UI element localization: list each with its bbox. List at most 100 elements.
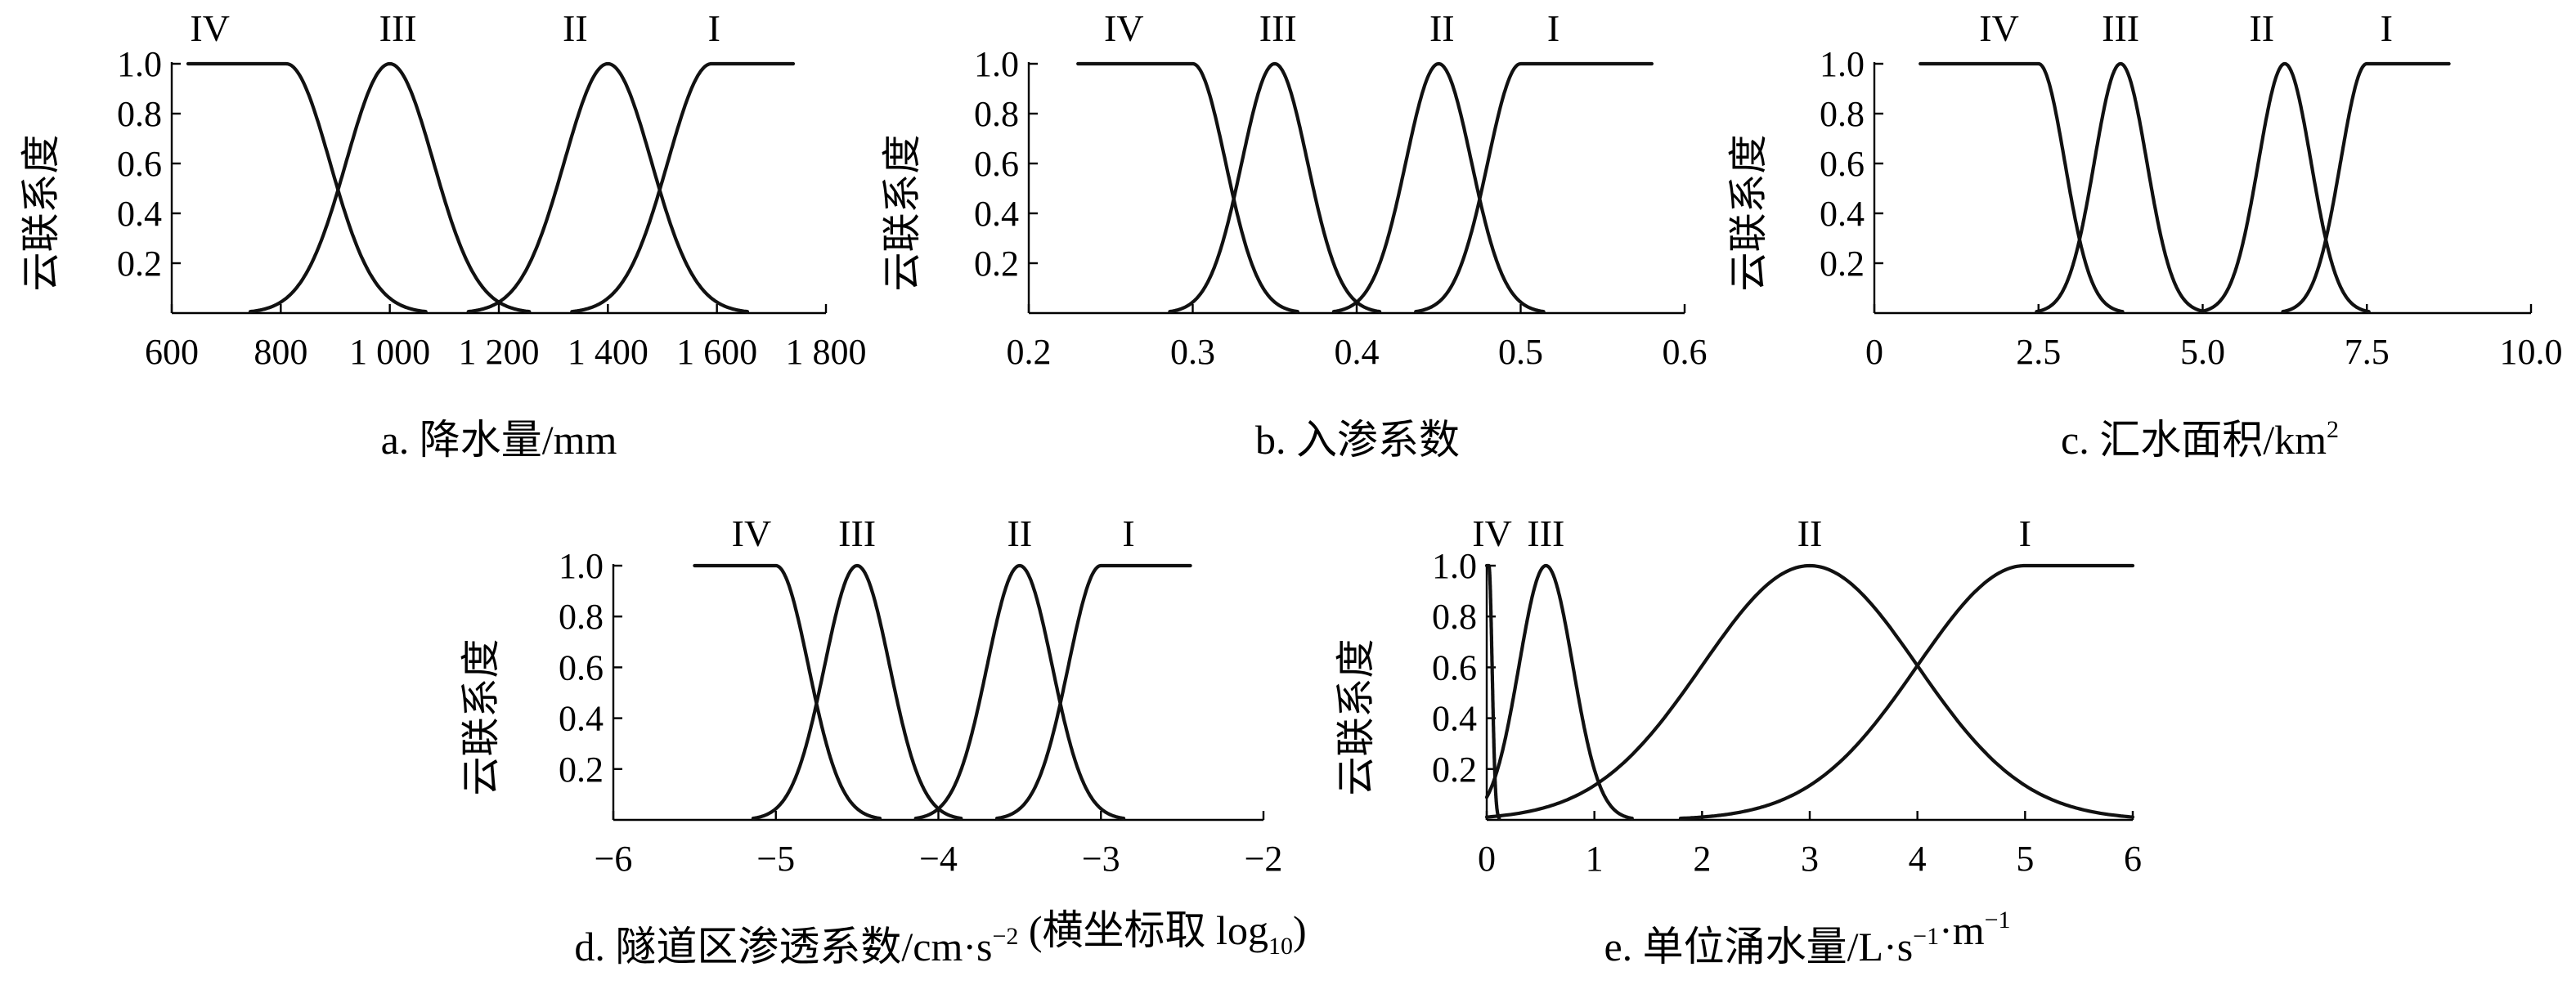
y-axis-label: 云联系度 — [460, 638, 503, 795]
series-label: I — [1122, 513, 1134, 554]
x-tick-label: −6 — [595, 839, 633, 879]
series-line-III — [751, 563, 963, 821]
x-tick-label: 6 — [2124, 839, 2142, 879]
chart-caption: b. 入渗系数 — [1255, 417, 1460, 463]
caption-mid: ·m — [1939, 907, 1985, 953]
x-tick-label: −3 — [1082, 839, 1120, 879]
series-label: II — [1797, 513, 1823, 554]
caption-main: d. 隧道区渗透系数/cm·s — [574, 924, 992, 969]
chart-a: 0.2 0.4 0.6 0.8 1.0 600 800 1 000 1 200 1 400 1 60… — [20, 7, 867, 463]
y-tick-label: 0.4 — [559, 699, 604, 739]
y-tick-label: 0.6 — [117, 144, 162, 184]
x-tick-label: −2 — [1245, 839, 1283, 879]
series-label: IV — [1104, 7, 1144, 49]
caption-sup: −1 — [1985, 907, 2011, 934]
series-label: III — [1259, 7, 1297, 49]
series-label: III — [838, 513, 876, 554]
chart-caption: e. 单位涌水量/L·s−1·m−1 — [1604, 907, 2010, 969]
caption-main: e. 单位涌水量/L·s — [1604, 924, 1913, 969]
series-label: I — [2019, 513, 2031, 554]
chart-caption: a. 降水量/mm — [381, 417, 617, 463]
series-label: III — [2102, 7, 2139, 49]
y-tick-label: 1.0 — [974, 44, 1019, 84]
series-label: II — [1429, 7, 1455, 49]
series-line-IV — [1076, 61, 1299, 314]
x-tick-label: 5 — [2016, 839, 2034, 879]
series-line-III — [1168, 61, 1382, 314]
y-tick-label: 0.2 — [974, 244, 1019, 284]
x-tick-label: 7.5 — [2345, 332, 2390, 372]
series-label: IV — [1472, 513, 1512, 554]
x-tick-label: 1 600 — [676, 332, 757, 372]
x-tick-label: −5 — [756, 839, 795, 879]
series-label: II — [2249, 7, 2274, 49]
y-tick-label: 0.4 — [117, 194, 162, 234]
caption-sup: −1 — [1913, 923, 1939, 950]
y-tick-label: 1.0 — [117, 44, 162, 84]
series-line-I — [2281, 61, 2451, 314]
caption-sup: −2 — [992, 923, 1018, 950]
x-tick-label: 0.2 — [1007, 332, 1052, 372]
series-label: IV — [1979, 7, 2019, 49]
x-tick-label: 1 200 — [459, 332, 540, 372]
series-line-III — [1484, 563, 1634, 821]
y-axis-label: 云联系度 — [1727, 134, 1770, 291]
chart-caption: d. 隧道区渗透系数/cm·s−2 (横坐标取 log10) — [574, 907, 1306, 969]
y-tick-label: 0.2 — [117, 244, 162, 284]
y-tick-label: 0.4 — [1820, 194, 1865, 234]
x-tick-label: 0.3 — [1170, 332, 1215, 372]
series-line-II — [913, 563, 1126, 821]
y-axis-label: 云联系度 — [20, 134, 63, 291]
y-tick-label: 1.0 — [559, 546, 604, 586]
x-tick-label: 600 — [145, 332, 199, 372]
x-tick-label: 0.5 — [1498, 332, 1543, 372]
series-line-III — [2035, 61, 2206, 314]
caption-main: b. 入渗系数 — [1255, 417, 1460, 463]
x-tick-label: 2.5 — [2016, 332, 2061, 372]
series-line-I — [1678, 563, 2135, 821]
y-tick-label: 1.0 — [1820, 44, 1865, 84]
y-axis-label: 云联系度 — [1335, 638, 1378, 795]
series-label: III — [1527, 513, 1564, 554]
caption-sub: 10 — [1268, 933, 1293, 960]
y-tick-label: 0.8 — [1820, 94, 1865, 134]
series-label: IV — [190, 7, 230, 49]
y-tick-label: 0.6 — [1432, 647, 1477, 687]
caption-end: ) — [1293, 907, 1307, 953]
x-tick-label: 2 — [1693, 839, 1711, 879]
x-tick-label: 1 800 — [786, 332, 867, 372]
y-tick-label: 0.4 — [1432, 699, 1477, 739]
y-tick-label: 0.6 — [559, 647, 604, 687]
x-tick-label: 1 000 — [349, 332, 430, 372]
series-label: I — [1547, 7, 1560, 49]
y-tick-label: 0.6 — [1820, 144, 1865, 184]
caption-mid: (横坐标取 log — [1018, 907, 1268, 953]
x-tick-label: 1 — [1586, 839, 1604, 879]
y-tick-label: 0.4 — [974, 194, 1019, 234]
x-tick-label: 0 — [1478, 839, 1496, 879]
x-tick-label: 4 — [1909, 839, 1927, 879]
series-line-IV — [186, 61, 428, 314]
series-label: III — [379, 7, 417, 49]
x-tick-label: 0.4 — [1335, 332, 1380, 372]
x-tick-label: 0 — [1865, 332, 1883, 372]
x-tick-label: −4 — [919, 839, 958, 879]
y-tick-label: 0.8 — [117, 94, 162, 134]
caption-main: c. 汇水面积/km — [2061, 417, 2327, 463]
x-tick-label: 0.6 — [1663, 332, 1708, 372]
series-line-I — [994, 563, 1192, 821]
y-tick-label: 0.2 — [1432, 750, 1477, 790]
series-line-IV — [1919, 61, 2125, 314]
series-line-II — [2199, 61, 2371, 314]
series-label: II — [563, 7, 588, 49]
series-line-III — [248, 61, 532, 314]
y-tick-label: 0.8 — [559, 597, 604, 637]
caption-sup: 2 — [2327, 416, 2339, 443]
series-line-IV — [693, 563, 882, 821]
series-line-II — [466, 61, 750, 314]
x-tick-label: 800 — [254, 332, 307, 372]
